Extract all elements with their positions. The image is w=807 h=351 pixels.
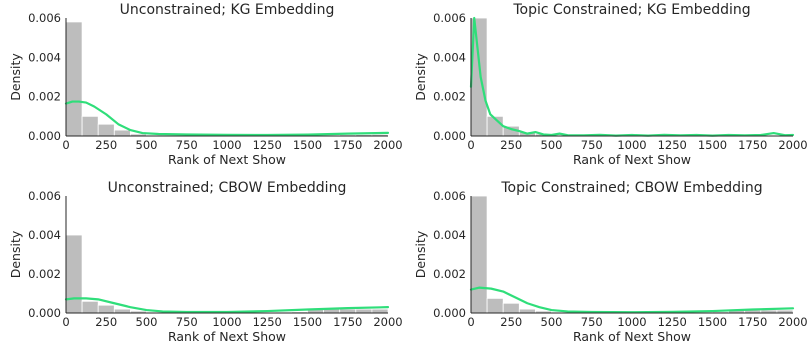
x-tick-label: 1500 bbox=[293, 315, 322, 329]
x-tick-label: 0 bbox=[467, 138, 474, 152]
x-tick-label: 1250 bbox=[658, 138, 687, 152]
y-axis-label: Density bbox=[413, 230, 428, 278]
x-tick-label: 2000 bbox=[778, 315, 807, 329]
y-tick-label: 0.004 bbox=[28, 50, 61, 64]
subplot-unconstrained-kg: Unconstrained; KG Embedding Rank of Next… bbox=[8, 2, 403, 167]
x-tick-label: 2000 bbox=[778, 138, 807, 152]
x-tick-label: 250 bbox=[500, 138, 522, 152]
histogram-bar bbox=[113, 308, 131, 314]
x-axis-label: Rank of Next Show bbox=[573, 329, 691, 344]
x-tick-label: 1250 bbox=[253, 315, 282, 329]
x-tick-label: 1750 bbox=[738, 138, 767, 152]
subplot-title: Unconstrained; KG Embedding bbox=[120, 2, 335, 18]
y-tick-label: 0.004 bbox=[433, 228, 466, 242]
y-tick-label: 0.000 bbox=[433, 306, 466, 320]
x-tick-label: 750 bbox=[176, 138, 198, 152]
x-axis-label: Rank of Next Show bbox=[168, 329, 286, 344]
histogram-bar bbox=[81, 115, 99, 137]
histogram-bar bbox=[486, 297, 504, 314]
x-tick-label: 0 bbox=[467, 315, 474, 329]
y-tick-label: 0.006 bbox=[28, 189, 61, 203]
histogram-bars bbox=[470, 195, 794, 314]
histogram-bar bbox=[97, 123, 115, 137]
x-tick-label: 1000 bbox=[617, 315, 646, 329]
y-tick-label: 0.002 bbox=[28, 267, 61, 281]
x-axis-label: Rank of Next Show bbox=[168, 152, 286, 167]
x-tick-label: 1750 bbox=[333, 138, 362, 152]
y-tick-label: 0.000 bbox=[433, 129, 466, 143]
histogram-bar bbox=[81, 300, 99, 314]
y-axis-label: Density bbox=[8, 230, 23, 278]
subplot-title: Unconstrained; CBOW Embedding bbox=[108, 180, 347, 196]
y-tick-label: 0.002 bbox=[28, 90, 61, 104]
y-tick-label: 0.006 bbox=[28, 11, 61, 25]
y-tick-label: 0.002 bbox=[433, 90, 466, 104]
x-tick-label: 500 bbox=[541, 315, 563, 329]
x-tick-label: 1250 bbox=[253, 138, 282, 152]
x-tick-label: 1000 bbox=[617, 138, 646, 152]
histogram-bars bbox=[65, 21, 389, 137]
x-axis-label: Rank of Next Show bbox=[573, 152, 691, 167]
x-tick-label: 250 bbox=[95, 315, 117, 329]
y-tick-label: 0.000 bbox=[28, 306, 61, 320]
x-tick-label: 250 bbox=[95, 138, 117, 152]
y-axis-label: Density bbox=[8, 53, 23, 101]
y-tick-label: 0.002 bbox=[433, 267, 466, 281]
histogram-bar bbox=[470, 195, 488, 314]
histogram-bar bbox=[339, 308, 357, 314]
y-axis-label: Density bbox=[413, 53, 428, 101]
histogram-bar bbox=[502, 302, 520, 314]
histogram-bars bbox=[65, 234, 389, 314]
kde-line bbox=[469, 16, 795, 137]
subplot-topic-constrained-kg: Topic Constrained; KG Embedding Rank of … bbox=[413, 2, 807, 167]
kde-line bbox=[64, 100, 390, 137]
y-tick-label: 0.004 bbox=[28, 228, 61, 242]
x-tick-label: 1750 bbox=[738, 315, 767, 329]
histogram-bar bbox=[65, 21, 83, 137]
histogram-bar bbox=[65, 234, 83, 314]
histogram-bar bbox=[97, 304, 115, 314]
x-tick-label: 1500 bbox=[293, 138, 322, 152]
y-tick-label: 0.000 bbox=[28, 129, 61, 143]
histogram-bar bbox=[518, 308, 536, 314]
x-tick-label: 250 bbox=[500, 315, 522, 329]
y-tick-label: 0.006 bbox=[433, 11, 466, 25]
kde-line bbox=[64, 297, 390, 314]
subplot-unconstrained-cbow: Unconstrained; CBOW Embedding Rank of Ne… bbox=[8, 180, 403, 344]
histogram-bars bbox=[470, 17, 794, 137]
x-tick-label: 500 bbox=[136, 315, 158, 329]
x-tick-label: 750 bbox=[176, 315, 198, 329]
subplot-topic-constrained-cbow: Topic Constrained; CBOW Embedding Rank o… bbox=[413, 180, 807, 344]
kde-line bbox=[469, 286, 795, 314]
x-tick-label: 2000 bbox=[373, 315, 402, 329]
x-tick-label: 1000 bbox=[212, 315, 241, 329]
y-tick-label: 0.006 bbox=[433, 189, 466, 203]
x-tick-label: 500 bbox=[541, 138, 563, 152]
x-tick-label: 1000 bbox=[212, 138, 241, 152]
x-tick-label: 500 bbox=[136, 138, 158, 152]
x-tick-label: 1250 bbox=[658, 315, 687, 329]
x-tick-label: 1500 bbox=[698, 138, 727, 152]
histogram-bar bbox=[355, 308, 373, 314]
histogram-bar bbox=[113, 129, 131, 137]
x-tick-label: 0 bbox=[62, 315, 69, 329]
x-tick-label: 750 bbox=[581, 315, 603, 329]
x-tick-label: 1750 bbox=[333, 315, 362, 329]
y-tick-label: 0.004 bbox=[433, 50, 466, 64]
x-tick-label: 0 bbox=[62, 138, 69, 152]
subplot-title: Topic Constrained; KG Embedding bbox=[512, 2, 750, 18]
x-tick-label: 750 bbox=[581, 138, 603, 152]
subplot-title: Topic Constrained; CBOW Embedding bbox=[500, 180, 762, 196]
x-tick-label: 2000 bbox=[373, 138, 402, 152]
x-tick-label: 1500 bbox=[698, 315, 727, 329]
histogram-bar bbox=[371, 308, 389, 314]
